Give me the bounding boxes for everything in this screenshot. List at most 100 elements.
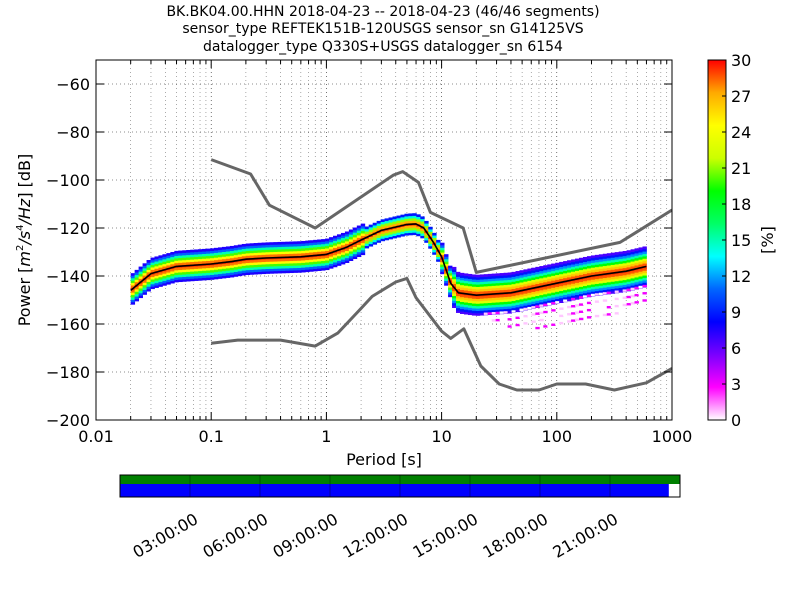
heatmap-cell: [463, 311, 469, 315]
heatmap-cell: [166, 255, 171, 259]
heatmap-cell: [436, 242, 441, 245]
heatmap-cell: [436, 251, 441, 255]
heatmap-cell: [475, 281, 481, 285]
heatmap-cell: [202, 251, 207, 254]
heatmap-cell: [559, 271, 564, 275]
heatmap-cell: [543, 289, 548, 292]
heatmap-cell: [626, 264, 631, 268]
heatmap-cell: [567, 289, 572, 292]
heatmap-cell: [634, 255, 639, 259]
heatmap-cell: [285, 258, 290, 262]
heatmap-cell: [586, 265, 592, 269]
heatmap-cell: [539, 282, 544, 286]
heatmap-cell: [356, 247, 362, 250]
heatmap-cell: [213, 259, 219, 263]
heatmap-cell: [638, 293, 643, 296]
heatmap-cell: [368, 236, 374, 240]
heatmap-cell: [257, 264, 263, 268]
heatmap-cell: [154, 275, 159, 279]
heatmap-cell: [630, 249, 635, 252]
heatmap-cell: [614, 264, 620, 267]
y-axis-ticks: −60−80−100−120−140−160−180−200: [46, 75, 672, 430]
heatmap-cell: [475, 291, 481, 295]
heatmap-cell: [321, 243, 326, 247]
heatmap-cell: [194, 278, 199, 281]
heatmap-cell: [622, 263, 628, 266]
heatmap-cell: [515, 304, 520, 308]
heatmap-cell: [352, 251, 358, 255]
heatmap-cell: [630, 258, 635, 262]
heatmap-cell: [448, 275, 453, 278]
heatmap-cell: [174, 253, 179, 256]
heatmap-cell: [408, 215, 413, 219]
heatmap-cell: [491, 309, 497, 313]
heatmap-cell: [479, 308, 485, 311]
heatmap-cell: [233, 254, 239, 258]
heatmap-cell: [388, 224, 393, 228]
heatmap-cell: [634, 286, 639, 290]
heatmap-cell: [344, 238, 350, 242]
heatmap-cell: [634, 277, 639, 280]
heatmap-cell: [519, 315, 524, 319]
heatmap-cell: [225, 256, 231, 259]
heatmap-cell: [348, 241, 354, 245]
heatmap-cell: [210, 265, 215, 268]
heatmap-cell: [590, 293, 596, 297]
heatmap-cell: [563, 297, 568, 300]
heatmap-cell: [317, 258, 322, 262]
heatmap-cell: [630, 302, 635, 305]
heatmap-cell: [507, 325, 512, 328]
heatmap-cell: [404, 232, 409, 236]
heatmap-cell: [515, 283, 520, 286]
heatmap-cell: [245, 272, 251, 275]
heatmap-cell: [630, 251, 635, 255]
heatmap-cell: [448, 265, 453, 269]
heatmap-cell: [559, 295, 564, 299]
heatmap-cell: [590, 291, 596, 295]
heatmap-cell: [166, 253, 171, 256]
heatmap-cell: [523, 281, 528, 285]
heatmap-cell: [404, 228, 409, 231]
heatmap-cell: [416, 233, 421, 237]
heatmap-cell: [519, 284, 524, 288]
heatmap-cell: [614, 288, 620, 291]
heatmap-cell: [495, 299, 501, 303]
heatmap-cell: [392, 221, 397, 225]
heatmap-cell: [336, 246, 342, 250]
heatmap-cell: [237, 244, 243, 248]
heatmap-cell: [317, 261, 322, 264]
heatmap-cell: [138, 290, 143, 294]
heatmap-cell: [618, 256, 624, 260]
heatmap-cell: [622, 267, 628, 271]
heatmap-cell: [404, 213, 409, 217]
heatmap-cell: [535, 283, 540, 287]
heatmap-cell: [301, 264, 306, 268]
heatmap-cell: [261, 266, 266, 270]
heatmap-cell: [249, 269, 255, 273]
heatmap-cell: [491, 319, 497, 322]
heatmap-cell: [269, 268, 274, 272]
heatmap-cell: [630, 273, 635, 276]
heatmap-cell: [166, 269, 171, 273]
heatmap-cell: [578, 281, 584, 285]
heatmap-cell: [582, 256, 588, 260]
heatmap-cell: [527, 292, 532, 296]
heatmap-cell: [507, 310, 512, 314]
heatmap-cell: [309, 269, 314, 272]
heatmap-cell: [479, 310, 485, 314]
heatmap-cell: [602, 270, 608, 274]
heatmap-cell: [598, 275, 604, 279]
heatmap-cell: [273, 266, 278, 269]
heatmap-cell: [166, 262, 171, 266]
heatmap-cell: [221, 268, 227, 272]
heatmap-cell: [487, 290, 493, 294]
colorbar-tick-label: 12: [731, 267, 751, 286]
heatmap-cell: [475, 298, 481, 302]
heatmap-cell: [233, 274, 239, 277]
heatmap-cell: [162, 263, 167, 267]
heatmap-cell: [257, 259, 263, 263]
heatmap-cell: [233, 245, 239, 248]
heatmap-cell: [384, 235, 389, 238]
heatmap-cell: [479, 284, 485, 287]
heatmap-cell: [638, 259, 643, 263]
